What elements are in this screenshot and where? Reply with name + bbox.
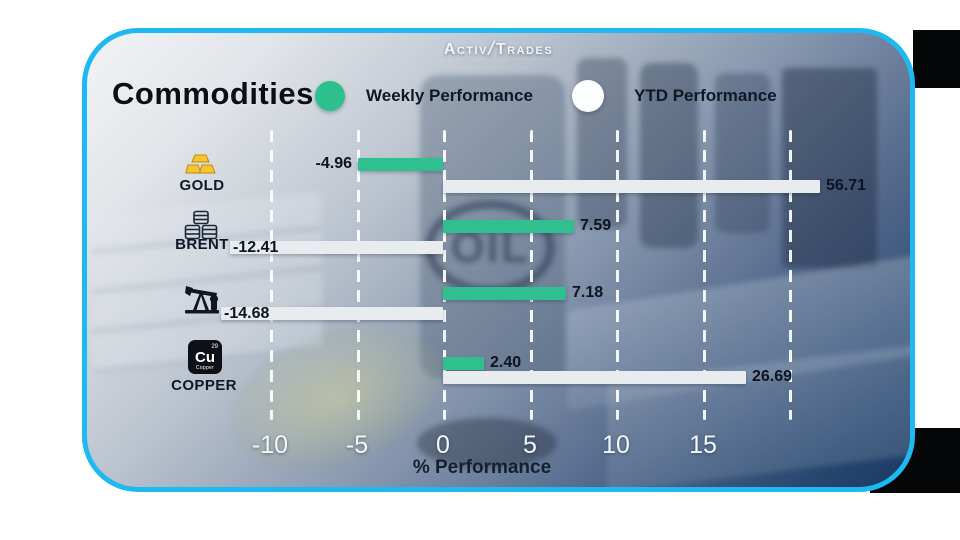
wti-weekly-bar bbox=[443, 287, 566, 300]
logo-text-right: Trades bbox=[495, 41, 554, 58]
category-label-copper: COPPER bbox=[171, 377, 237, 394]
weekly-legend-dot bbox=[315, 81, 345, 111]
activtrades-logo: Activ/Trades bbox=[87, 38, 910, 61]
x-tick: 5 bbox=[523, 431, 537, 459]
page-title: Commodities bbox=[112, 76, 314, 111]
brent-ytd-value: -12.41 bbox=[233, 238, 279, 256]
oil-pumpjack-icon bbox=[185, 286, 219, 314]
brent-weekly-bar bbox=[443, 220, 574, 233]
gridline bbox=[443, 130, 446, 420]
gold-weekly-value: -4.96 bbox=[315, 155, 352, 172]
wti-weekly-value: 7.18 bbox=[572, 284, 604, 301]
background-slab bbox=[782, 68, 877, 268]
x-tick: 15 bbox=[689, 431, 717, 459]
background-artifact-top-right bbox=[913, 30, 960, 88]
gridline bbox=[270, 130, 273, 420]
x-tick: 10 bbox=[602, 431, 630, 459]
ytd-legend-label: YTD Performance bbox=[634, 86, 777, 105]
logo-text-left: Activ bbox=[443, 41, 488, 58]
copper-ytd-bar bbox=[443, 371, 746, 384]
ytd-legend-dot bbox=[572, 80, 604, 112]
copper-symbol: Cu bbox=[195, 349, 215, 366]
copper-weekly-bar bbox=[443, 357, 484, 370]
brent-ytd-bar: -12.41 bbox=[230, 238, 443, 256]
copper-atomic-number: 29 bbox=[211, 344, 218, 350]
wti-ytd-value: -14.68 bbox=[224, 304, 270, 322]
copper-weekly-value: 2.40 bbox=[490, 354, 522, 371]
x-tick: -10 bbox=[251, 431, 289, 459]
category-label-gold: GOLD bbox=[179, 177, 225, 194]
oil-barrels-icon bbox=[184, 210, 218, 240]
weekly-legend-label: Weekly Performance bbox=[366, 86, 533, 105]
gold-ytd-value: 56.71 bbox=[826, 177, 867, 194]
gridline bbox=[530, 130, 533, 420]
gridline bbox=[357, 130, 360, 420]
brent-weekly-value: 7.59 bbox=[580, 217, 612, 234]
gold-weekly-bar bbox=[358, 158, 443, 171]
category-label-brent: BRENT bbox=[175, 236, 229, 253]
x-tick: -5 bbox=[345, 431, 369, 459]
gridline bbox=[789, 130, 792, 420]
gridline bbox=[616, 130, 619, 420]
copper-ytd-value: 26.69 bbox=[752, 368, 793, 385]
x-tick: 0 bbox=[436, 431, 450, 459]
gold-bars-icon bbox=[185, 154, 216, 174]
x-axis-label: % Performance bbox=[412, 457, 552, 478]
infographic-card: OIL Activ/Trades Commodities Weekly Perf… bbox=[82, 28, 915, 492]
background-artifact-bottom-right bbox=[870, 477, 960, 493]
gridline bbox=[703, 130, 706, 420]
wti-ytd-bar: -14.68 bbox=[221, 304, 443, 322]
metal-ingot-image bbox=[567, 255, 910, 411]
gold-ytd-bar bbox=[443, 180, 820, 193]
copper-element-icon: 29 Cu Copper bbox=[188, 340, 222, 374]
copper-caption: Copper bbox=[195, 365, 215, 371]
